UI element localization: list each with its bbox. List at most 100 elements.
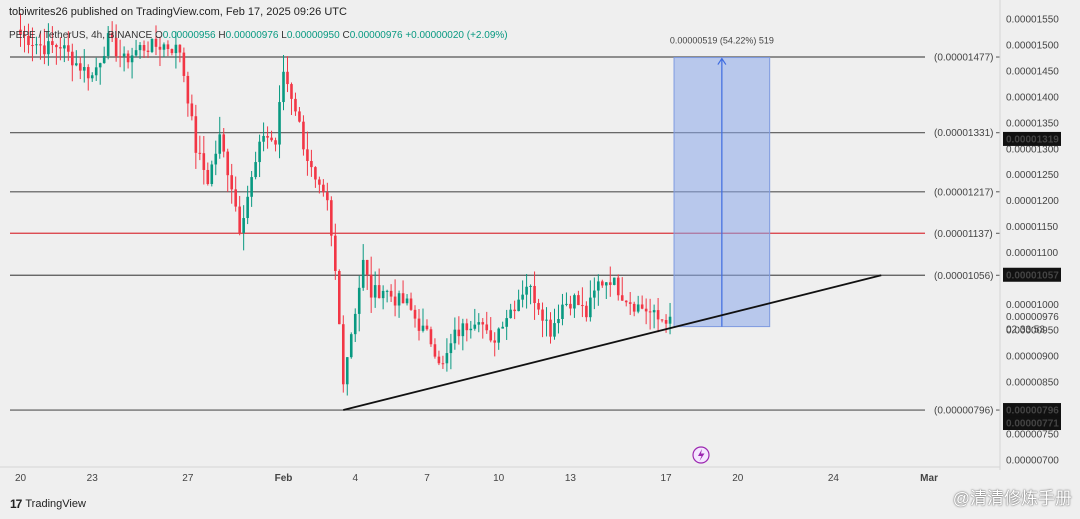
candle-body xyxy=(597,281,600,291)
ascending-trendline[interactable] xyxy=(343,274,882,411)
candle-body xyxy=(226,151,230,176)
price-badge-3: 0.00000771 xyxy=(1006,419,1059,430)
event-marker[interactable] xyxy=(692,446,710,464)
candle-body xyxy=(122,53,126,57)
candle-body xyxy=(589,297,592,318)
price-axis[interactable]: 0.00001550 0.00001500 0.00001450 0.00001400… xyxy=(999,0,1061,470)
candle-body xyxy=(409,298,413,310)
time-tick-6: 10 xyxy=(493,473,505,484)
trendline-layer[interactable] xyxy=(343,274,882,411)
candle-body xyxy=(306,149,309,161)
candle-body xyxy=(114,37,118,57)
candle-body xyxy=(640,304,644,309)
candle-body xyxy=(194,116,198,153)
candle-body xyxy=(581,305,584,307)
candle-body xyxy=(477,322,481,325)
price-tick-0: 0.00001550 xyxy=(1006,15,1059,26)
candle-body xyxy=(481,322,485,325)
ticker-info: PEPE / TetherUS, 4h, BINANCE O0.00000956… xyxy=(9,30,508,41)
candle-body xyxy=(202,153,206,170)
candle-body xyxy=(106,33,110,56)
symbol-label[interactable]: PEPE / TetherUS, 4h, BINANCE xyxy=(9,30,153,41)
candle-body xyxy=(441,363,445,365)
candle-body xyxy=(218,134,222,154)
candle-body xyxy=(214,153,218,165)
candle-body xyxy=(656,310,660,320)
candles xyxy=(19,13,672,396)
candle-body xyxy=(35,44,38,46)
candle-body xyxy=(433,344,437,357)
candle-body xyxy=(601,281,604,286)
horizontal-levels: (0.00001477) (0.00001331) (0.00001217) (0.0… xyxy=(10,53,1000,417)
candle-body xyxy=(138,45,142,51)
candle-body xyxy=(453,329,457,344)
candle-body xyxy=(501,326,504,329)
candle-body xyxy=(74,63,78,66)
price-tick-13: 0.00000850 xyxy=(1006,378,1059,389)
candle-body xyxy=(369,274,373,298)
time-tick-9: 20 xyxy=(732,473,744,484)
candle-body xyxy=(652,310,656,313)
watermark: @清清修炼手册 xyxy=(952,489,1072,508)
candle-body xyxy=(302,121,305,150)
candle-body xyxy=(31,45,34,47)
candle-body xyxy=(593,290,596,298)
candle-body xyxy=(620,295,624,301)
candle-body xyxy=(262,135,265,142)
candle-body xyxy=(561,304,564,320)
price-tick-9: 0.00001100 xyxy=(1006,248,1059,259)
candle-body xyxy=(545,319,548,321)
candle-body xyxy=(178,44,182,53)
price-badge-2: 0.00000796 xyxy=(1006,406,1059,417)
candle-body xyxy=(517,299,520,312)
candle-body xyxy=(373,285,377,298)
tradingview-brand[interactable]: 17 TradingView xyxy=(10,497,86,511)
candle-body xyxy=(497,328,500,343)
time-tick-8: 17 xyxy=(661,473,673,484)
candle-body xyxy=(150,38,154,52)
price-badge-1: 0.00001057 xyxy=(1006,270,1059,281)
candle-body xyxy=(158,46,162,50)
price-tick-15: 0.00000700 xyxy=(1006,455,1059,466)
price-tick-8: 0.00001150 xyxy=(1006,222,1059,233)
candle-body xyxy=(154,38,158,47)
candle-body xyxy=(489,330,493,341)
time-tick-3: Feb xyxy=(275,473,293,484)
candle-body xyxy=(389,290,393,297)
candle-body xyxy=(242,218,245,233)
candle-body xyxy=(222,134,226,152)
candle-body xyxy=(142,45,146,51)
candle-body xyxy=(493,340,497,343)
candle-body xyxy=(230,175,234,190)
price-badge-bg-2 xyxy=(1003,403,1061,418)
price-tick-6: 0.00001250 xyxy=(1006,170,1059,181)
time-axis[interactable]: 20 23 27 Feb 4 7 10 13 17 20 24 Mar xyxy=(0,466,1000,484)
candle-body xyxy=(322,184,325,193)
candle-body xyxy=(505,318,508,327)
price-tick-14: 0.00000750 xyxy=(1006,429,1059,440)
candle-body xyxy=(162,44,166,50)
candle-body xyxy=(43,45,46,55)
candle-body xyxy=(190,103,194,117)
candle-body xyxy=(429,329,433,345)
candle-body xyxy=(608,282,612,285)
candle-body xyxy=(258,141,261,163)
projection-box[interactable]: 0.00000519 (54.22%) 519 xyxy=(670,36,774,328)
candle-body xyxy=(314,167,317,180)
candle-body xyxy=(198,152,202,154)
candle-body xyxy=(186,75,190,104)
candle-body xyxy=(393,296,397,306)
candle-body xyxy=(274,140,277,145)
candle-body xyxy=(51,41,54,46)
candle-body xyxy=(86,67,90,79)
level-label-4: (0.00001056) xyxy=(934,271,994,282)
price-badge-0: 0.00001319 xyxy=(1006,134,1059,145)
candle-body xyxy=(648,311,652,313)
time-tick-2: 27 xyxy=(182,473,194,484)
candle-body xyxy=(533,285,536,304)
candle-body xyxy=(278,102,281,145)
candle-body xyxy=(338,271,341,325)
candle-body xyxy=(529,285,532,287)
candle-body xyxy=(270,137,273,141)
